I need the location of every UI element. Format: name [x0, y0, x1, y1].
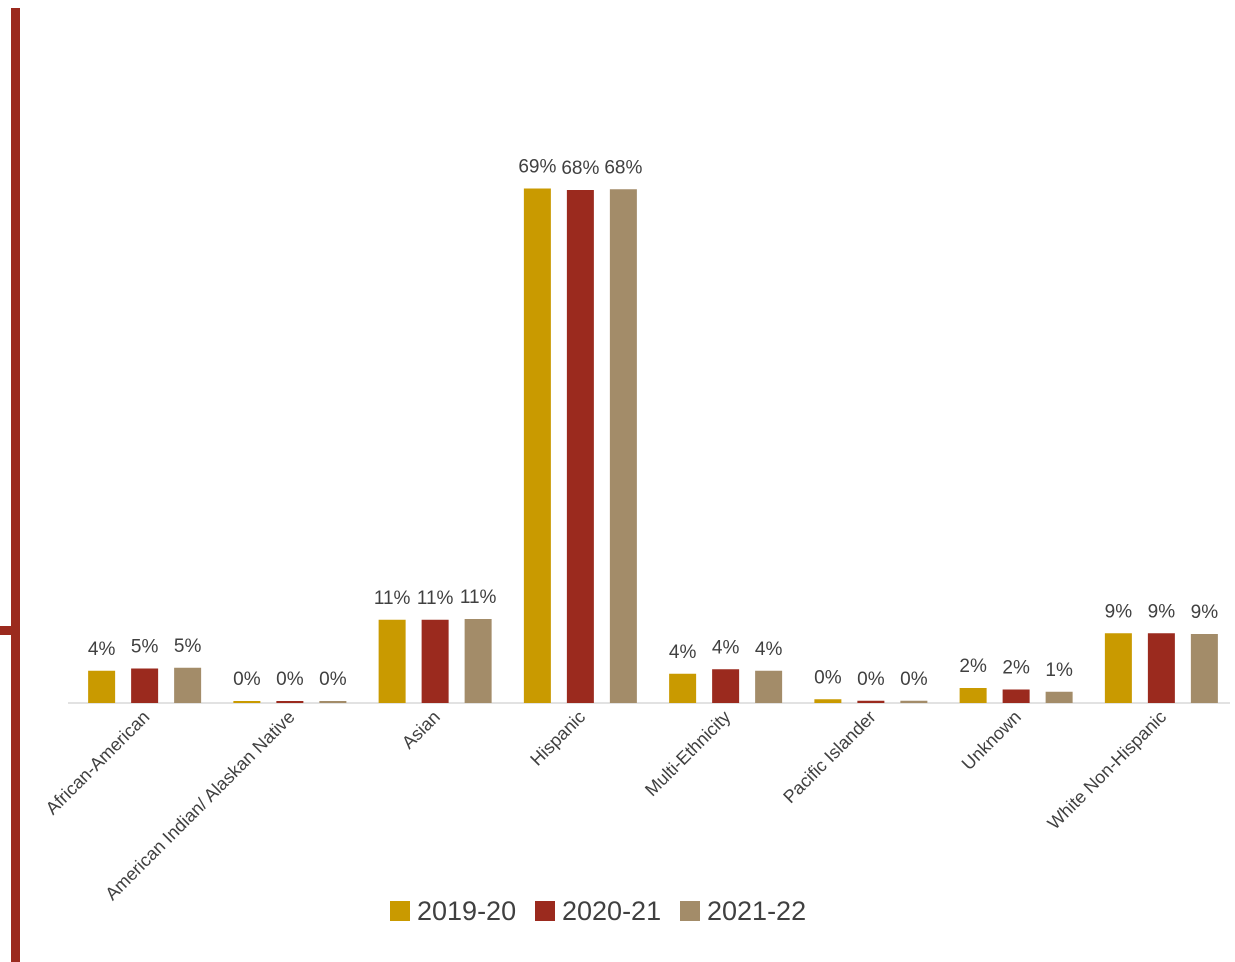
category-label: White Non-Hispanic	[1044, 707, 1171, 834]
data-label: 68%	[604, 157, 642, 178]
bar-6-0	[959, 688, 987, 703]
bar-1-2	[319, 701, 347, 703]
bar-7-2	[1190, 634, 1218, 703]
legend-label: 2019-20	[417, 896, 516, 926]
bar-5-2	[900, 700, 928, 703]
data-label: 0%	[857, 669, 885, 690]
legend-swatch	[390, 901, 410, 921]
data-label: 0%	[814, 667, 842, 688]
legend-swatch	[535, 901, 555, 921]
bar-6-2	[1045, 691, 1073, 703]
category-label: Asian	[398, 707, 444, 753]
data-label: 11%	[417, 588, 454, 609]
bar-4-0	[669, 673, 697, 703]
data-labels-group: 4% 5% 5%0% 0% 0%11% 11% 11%69% 68% 68%4% 4% 4%0% 0%…	[88, 157, 1218, 691]
bar-0-2	[174, 667, 202, 703]
data-label: 9%	[1105, 601, 1133, 622]
bar-2-1	[421, 619, 449, 703]
legend-label: 2021-22	[707, 896, 806, 926]
data-label: 11%	[374, 588, 411, 609]
bar-1-1	[276, 701, 304, 703]
data-label: 4%	[755, 639, 783, 660]
data-label: 9%	[1191, 602, 1219, 623]
data-label: 5%	[174, 636, 202, 657]
category-label: Hispanic	[526, 707, 589, 770]
data-label: 4%	[669, 642, 697, 663]
bar-2-0	[378, 619, 406, 703]
bar-2-2	[464, 619, 492, 703]
data-label: 0%	[319, 669, 347, 690]
bar-3-2	[609, 189, 637, 703]
bar-4-1	[712, 669, 740, 703]
category-label: Multi-Ethnicity	[641, 707, 734, 800]
data-label: 4%	[712, 637, 740, 658]
bar-6-1	[1002, 689, 1030, 703]
bar-0-0	[88, 670, 116, 703]
data-label: 68%	[561, 158, 599, 179]
bars-group	[88, 188, 1218, 703]
bar-5-1	[857, 700, 885, 703]
bar-3-0	[523, 188, 551, 703]
category-label: African-American	[42, 707, 154, 819]
left-accent-bar	[11, 8, 20, 962]
bar-4-2	[755, 670, 783, 703]
data-label: 4%	[88, 639, 116, 660]
data-label: 2%	[1002, 658, 1030, 679]
data-label: 0%	[276, 669, 304, 690]
data-label: 0%	[233, 669, 261, 690]
bar-7-0	[1104, 633, 1132, 703]
bar-0-1	[131, 668, 159, 703]
bar-3-1	[566, 190, 594, 703]
category-label: Unknown	[958, 707, 1025, 774]
data-label: 1%	[1045, 660, 1073, 681]
legend: 2019-20 2020-21 2021-22	[390, 896, 806, 926]
data-label: 11%	[460, 587, 497, 608]
data-label: 5%	[131, 637, 159, 658]
legend-label: 2020-21	[562, 896, 661, 926]
bar-1-0	[233, 701, 261, 703]
data-label: 0%	[900, 669, 928, 690]
data-label: 69%	[518, 157, 556, 178]
legend-swatch	[680, 901, 700, 921]
data-label: 9%	[1148, 601, 1176, 622]
bar-5-0	[814, 699, 842, 703]
accent-tick	[0, 626, 18, 635]
bar-7-1	[1147, 633, 1175, 703]
category-label: Pacific Islander	[779, 707, 879, 807]
data-label: 2%	[959, 656, 987, 677]
